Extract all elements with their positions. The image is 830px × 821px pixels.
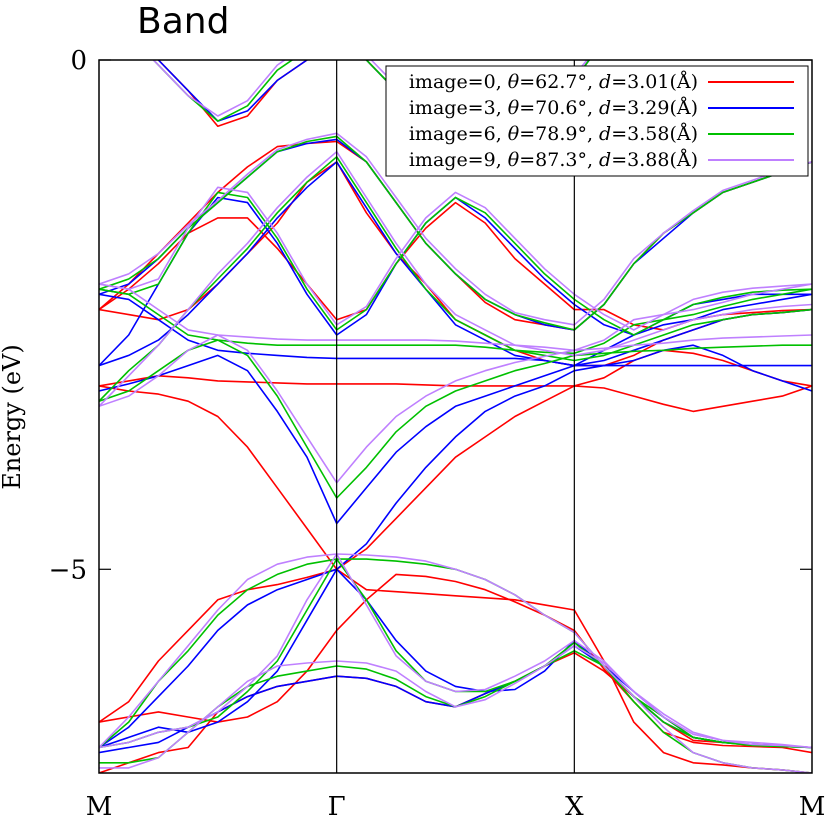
- band-line: [99, 339, 812, 499]
- y-axis-label: Energy (eV): [0, 344, 26, 489]
- band-line: [99, 186, 812, 331]
- series-layer: [99, 60, 812, 773]
- chart-title: Band: [137, 1, 229, 42]
- band-line: [99, 191, 812, 336]
- band-line: [99, 354, 812, 525]
- band-line: [99, 293, 812, 367]
- band-line: [99, 385, 812, 723]
- legend: image=0, θ=62.7°, d=3.01(Å) image=3, θ=70…: [385, 65, 809, 177]
- x-tick-label: M: [799, 792, 826, 821]
- x-tick-label: X: [565, 792, 584, 821]
- band-line: [99, 558, 812, 749]
- band-line: [99, 288, 812, 355]
- band-line: [99, 150, 812, 407]
- y-tick-label: −5: [49, 555, 87, 585]
- band-line: [99, 553, 812, 749]
- legend-entry: image=0, θ=62.7°, d=3.01(Å): [409, 71, 794, 93]
- axis-ticks: M Γ X M 0 −5: [49, 46, 826, 821]
- band-line: [99, 135, 812, 331]
- legend-entry: image=3, θ=70.6°, d=3.29(Å): [409, 97, 794, 119]
- band-line: [99, 283, 812, 352]
- band-line: [99, 644, 812, 769]
- y-tick-label: 0: [70, 46, 87, 76]
- plot-frame: [98, 59, 813, 774]
- band-line: [99, 132, 812, 326]
- band-line: [99, 651, 812, 773]
- x-tick-label: M: [86, 792, 113, 821]
- x-tick-label: Γ: [328, 792, 346, 821]
- legend-label: image=3, θ=70.6°, d=3.29(Å): [409, 97, 698, 119]
- legend-entry: image=9, θ=87.3°, d=3.88(Å): [409, 149, 794, 171]
- band-line: [99, 156, 812, 402]
- high-symmetry-lines: [336, 60, 575, 773]
- legend-label: image=6, θ=78.9°, d=3.58(Å): [409, 123, 698, 145]
- band-line: [99, 385, 812, 773]
- band-line: [99, 553, 812, 773]
- band-line: [99, 344, 812, 749]
- band-line: [99, 349, 812, 387]
- legend-label: image=9, θ=87.3°, d=3.88(Å): [409, 149, 698, 171]
- series-image-3: [99, 60, 812, 773]
- band-line: [99, 161, 812, 367]
- legend-label: image=0, θ=62.7°, d=3.01(Å): [409, 71, 698, 93]
- legend-entry: image=6, θ=78.9°, d=3.58(Å): [409, 123, 794, 145]
- legend-box: [385, 65, 809, 177]
